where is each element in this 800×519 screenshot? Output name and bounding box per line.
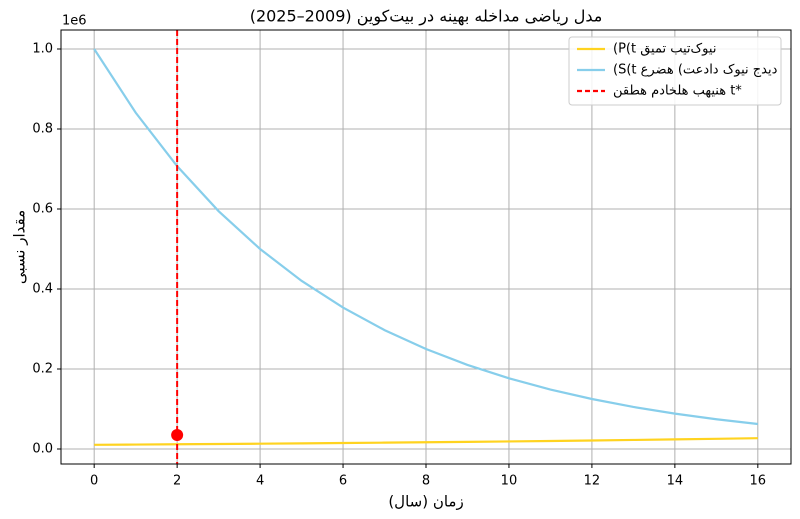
x-tick-label: 16 [750, 474, 767, 489]
y-offset-label: 1e6 [62, 14, 87, 29]
y-tick-label: 1.0 [32, 42, 53, 57]
x-tick-label: 14 [667, 474, 684, 489]
legend-box [568, 36, 782, 106]
y-tick-label: 0.0 [32, 442, 53, 457]
chart-title: مدل ریاضی مداخله بهینه در بیت‌کوین (2009… [250, 7, 603, 27]
intervention-point [171, 429, 184, 441]
x-tick-label: 0 [90, 474, 98, 489]
x-tick-label: 12 [584, 474, 601, 489]
x-tick-label: 6 [339, 474, 347, 489]
legend-label: (P(t قیمت بیت‌کوین [613, 42, 716, 57]
legend: (P(t قیمت بیت‌کوین (S(t عرضه (تعداد کوین … [568, 36, 782, 106]
plot-frame [60, 29, 792, 465]
x-tick-label: 4 [256, 474, 264, 489]
line-series [93, 48, 758, 426]
x-tick-label: 2 [173, 474, 181, 489]
y-tick-label: 0.2 [32, 362, 53, 377]
x-tick-label: 8 [422, 474, 430, 489]
y-tick-label: 0.6 [32, 202, 53, 217]
y-tick-label: 0.8 [32, 122, 53, 137]
line-series [94, 437, 758, 446]
legend-label: (S(t عرضه (تعداد کوین جدید [613, 63, 778, 78]
legend-label: نقطه مداخله بهینه t* [613, 84, 742, 99]
x-axis-label: زمان (سال) [388, 493, 463, 511]
x-tick-label: 10 [501, 474, 518, 489]
y-axis-label: مقدار نسبی [11, 210, 29, 284]
y-tick-label: 0.4 [32, 282, 53, 297]
